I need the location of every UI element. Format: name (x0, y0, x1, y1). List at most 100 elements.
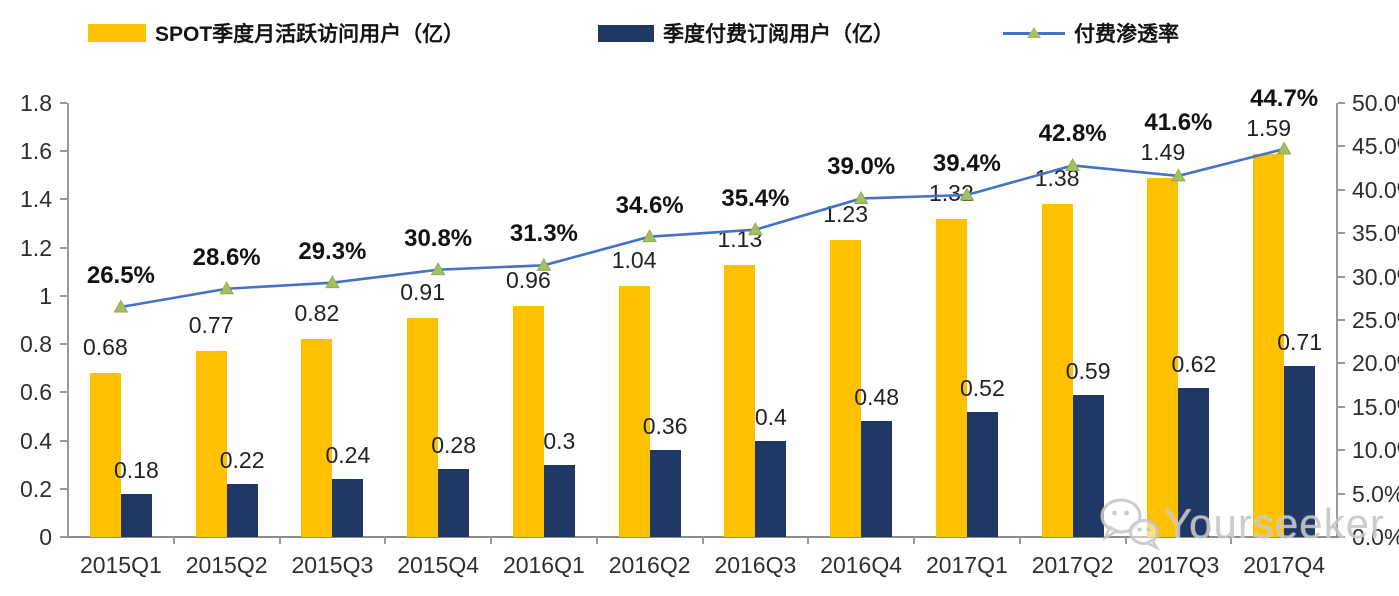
bar-subscribers (226, 483, 258, 537)
right-axis-tick-label: 25.0% (1352, 307, 1399, 333)
left-axis-tick-label: 1 (39, 282, 52, 309)
triangle-marker-icon (1027, 27, 1041, 38)
x-axis-label: 2017Q4 (1243, 552, 1326, 578)
legend-label-subscribers: 季度付费订阅用户（亿） (663, 23, 894, 46)
right-axis-tick-label: 50.0% (1352, 90, 1399, 116)
line-point-marker-icon (325, 275, 340, 289)
bar-label-mau: 0.68 (82, 334, 128, 361)
mau-bar-swatch-icon (88, 24, 146, 42)
legend-item-mau: SPOT季度月活跃访问用户（亿） (88, 16, 464, 50)
right-axis-tick (1338, 319, 1345, 321)
left-axis-tick-label: 0.4 (20, 427, 52, 454)
penetration-line-swatch-icon (1003, 24, 1065, 42)
right-axis-tick (1338, 449, 1345, 452)
bar-label-subscribers: 0.59 (1065, 357, 1111, 384)
left-axis-tick (60, 150, 67, 153)
bar-subscribers (332, 479, 364, 537)
x-axis-label: 2015Q2 (185, 552, 268, 578)
x-axis-label: 2017Q2 (1031, 552, 1114, 578)
x-axis-tick (384, 537, 387, 544)
bar-mau (301, 339, 333, 537)
bar-label-subscribers: 0.18 (113, 456, 159, 483)
left-axis-tick-label: 1.8 (20, 90, 52, 116)
line-label-penetration: 39.4% (932, 149, 1001, 177)
x-axis-tick (807, 537, 810, 544)
line-label-penetration: 39.0% (827, 153, 896, 181)
bar-label-subscribers: 0.62 (1171, 350, 1217, 377)
line-label-penetration: 26.5% (86, 261, 155, 289)
line-label-penetration: 31.3% (509, 220, 578, 248)
right-axis-tick-label: 10.0% (1352, 437, 1399, 464)
right-axis-tick-label: 30.0% (1352, 263, 1399, 290)
left-axis-tick (60, 536, 67, 538)
bar-label-mau: 1.59 (1246, 114, 1291, 141)
x-axis-tick (595, 537, 598, 544)
bar-label-mau: 0.91 (400, 278, 445, 305)
line-label-penetration: 44.7% (1250, 84, 1319, 112)
bar-label-mau: 1.04 (611, 247, 657, 274)
x-axis-label: 2017Q1 (925, 552, 1008, 578)
left-axis-tick (60, 439, 67, 442)
bar-subscribers (649, 450, 681, 537)
bar-mau (89, 373, 121, 537)
line-label-penetration: 35.4% (721, 184, 790, 212)
right-axis-line (1336, 103, 1338, 537)
line-label-penetration: 41.6% (1144, 108, 1213, 136)
x-axis-tick (913, 537, 915, 544)
left-axis-tick-label: 0.2 (20, 475, 52, 502)
line-label-penetration: 29.3% (298, 237, 367, 265)
bar-mau (618, 286, 650, 537)
left-axis-tick (60, 198, 67, 201)
right-axis-tick (1338, 536, 1345, 538)
left-axis-tick (60, 246, 67, 249)
right-axis-tick-label: 20.0% (1352, 350, 1399, 377)
x-axis-label: 2015Q1 (79, 552, 162, 578)
bar-label-subscribers: 0.3 (543, 427, 576, 454)
legend-item-penetration: 付费渗透率 (1003, 16, 1179, 50)
bar-label-mau: 1.32 (928, 179, 974, 206)
bar-label-mau: 1.49 (1140, 138, 1186, 165)
left-axis-tick-label: 1.6 (20, 138, 52, 165)
line-point-marker-icon (430, 262, 446, 276)
right-axis-tick (1338, 275, 1345, 278)
bar-label-subscribers: 0.48 (854, 384, 899, 411)
bar-subscribers (1072, 394, 1104, 537)
left-axis-tick-label: 0 (39, 524, 52, 550)
x-axis-label: 2016Q2 (608, 552, 691, 578)
bar-label-subscribers: 0.4 (754, 403, 787, 430)
left-axis-tick-label: 1.4 (20, 186, 52, 213)
bar-label-subscribers: 0.36 (642, 413, 688, 440)
subscribers-bar-swatch-icon (598, 24, 654, 42)
bar-label-subscribers: 0.22 (219, 446, 265, 473)
legend: SPOT季度月活跃访问用户（亿） 季度付费订阅用户（亿） 付费渗透率 (0, 0, 1399, 62)
x-axis-label: 2016Q4 (820, 552, 903, 578)
right-axis-tick-label: 40.0% (1352, 176, 1399, 203)
x-axis-tick (172, 537, 175, 544)
bar-label-mau: 0.77 (188, 312, 234, 339)
bar-mau (407, 317, 439, 537)
bar-mau (512, 305, 544, 537)
line-point-marker-icon (219, 281, 234, 295)
left-axis-tick (60, 102, 67, 104)
left-axis-line (67, 103, 69, 537)
bar-label-mau: 0.96 (505, 266, 551, 293)
x-axis-tick (1018, 537, 1021, 544)
bar-label-subscribers: 0.71 (1277, 328, 1322, 355)
bar-label-subscribers: 0.28 (431, 432, 476, 459)
bar-label-mau: 0.82 (294, 300, 340, 327)
line-point-marker-icon (113, 299, 129, 313)
line-point-marker-icon (642, 229, 657, 243)
bar-label-mau: 1.13 (717, 225, 763, 252)
right-axis-tick-label: 15.0% (1352, 393, 1399, 420)
x-axis-label: 2016Q3 (714, 552, 797, 578)
left-axis-tick (60, 391, 67, 394)
right-axis-tick (1338, 188, 1345, 191)
bar-subscribers (755, 440, 787, 537)
right-axis-tick (1338, 232, 1345, 235)
legend-label-mau: SPOT季度月活跃访问用户（亿） (155, 23, 465, 46)
bar-label-subscribers: 0.24 (325, 442, 371, 469)
bar-subscribers (1178, 387, 1210, 537)
watermark: Yourseeker (1096, 494, 1385, 554)
bar-label-mau: 1.23 (823, 201, 868, 228)
right-axis-tick-label: 5.0% (1352, 480, 1399, 507)
